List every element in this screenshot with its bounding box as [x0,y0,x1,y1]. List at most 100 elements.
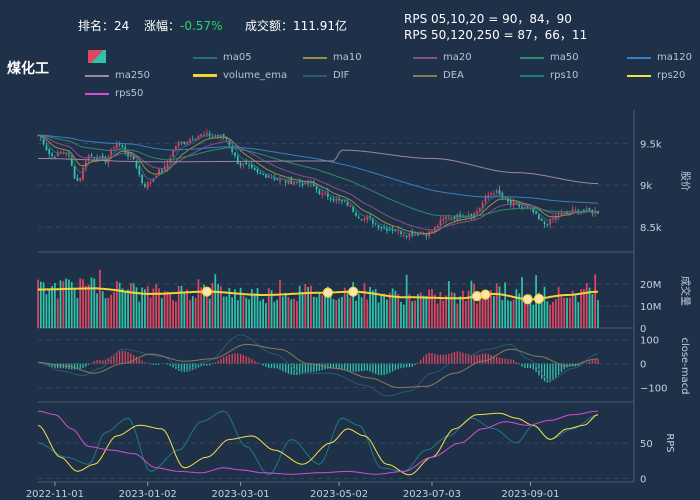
volume-bar [450,292,453,328]
candle-body [538,214,540,220]
candle-body [191,139,194,141]
volume-bar [568,297,571,328]
volume-bar [231,297,234,328]
swatch-icon [627,56,651,59]
candle-body [135,160,138,168]
candle-body [372,217,374,224]
candle-body [324,193,326,195]
volume-bar [281,296,284,328]
volume-panel [37,269,599,328]
candle-body [453,217,456,219]
legend-volume-ema[interactable]: volume_ema [193,70,287,81]
candle-body [189,139,191,143]
candle-body [442,218,445,221]
legend-ma20[interactable]: ma20 [413,52,472,63]
volume-bar [96,293,98,328]
x-tick-label: 2023-01-02 [119,489,177,500]
volume-marker [322,287,333,298]
volume-bar [419,292,422,328]
candle-body [315,185,318,190]
candle-body [498,189,501,195]
candle-body [236,156,239,165]
volume-bar [129,283,132,328]
candle-body [90,154,93,157]
volume-bar [76,298,79,328]
volume-tick-label: 0 [640,324,646,335]
candle-body [338,197,340,201]
legend-ma50[interactable]: ma50 [520,52,579,63]
volume-marker [471,291,483,302]
volume-bar [318,292,321,328]
volume-bar [287,297,290,328]
volume-bar [436,303,439,328]
turnover-info: 成交额：111.91亿 [245,17,347,34]
candle-body [318,190,321,195]
volume-bar [121,288,124,328]
candle-body [129,153,132,157]
candle-body [259,172,262,174]
volume-bar [439,292,442,328]
candle-body [242,163,245,165]
candle-body [532,207,535,213]
legend-dif[interactable]: DIF [303,70,349,81]
volume-bar [149,297,152,328]
candle-body [211,136,214,138]
volume-bar [447,281,450,328]
volume-bar [355,300,357,328]
volume-bar [101,291,104,328]
candle-body [349,205,352,207]
change-label: 涨幅： [144,19,181,33]
volume-bar [557,287,560,328]
volume-bar [383,293,385,328]
macd-tick-label: −100 [640,384,667,395]
dea-line [37,343,599,389]
volume-bar [225,296,228,328]
candle-body [82,167,84,180]
candle-body [248,164,250,166]
volume-bar [135,287,138,328]
volume-bar [228,287,231,328]
candle-legend-icon[interactable] [88,50,106,63]
legend-ma250[interactable]: ma250 [85,70,150,81]
volume-bar [580,289,582,328]
candle-body [386,227,388,231]
volume-bar [70,282,73,328]
volume-bar [394,290,397,328]
candle-body [425,234,428,237]
volume-bar [487,290,490,328]
candle-body [194,138,197,141]
candle-body [144,184,146,187]
candle-body [360,219,363,221]
volume-bar [405,274,408,328]
candle-body [79,178,82,181]
volume-tick-label: 20M [640,280,661,291]
volume-bar [431,289,433,328]
candle-body [267,176,270,178]
price-panel [37,129,599,241]
legend-rps20[interactable]: rps20 [627,70,685,81]
rps-tick-label: 0 [640,474,646,485]
legend-ma10[interactable]: ma10 [303,52,362,63]
volume-bar [546,301,549,328]
volume-bar [93,278,96,328]
volume-bar [113,291,115,328]
candle-body [149,182,152,184]
rps-axis-label: RPS [664,433,675,452]
volume-bar [467,290,470,328]
legend-ma120[interactable]: ma120 [627,52,692,63]
legend-ma05[interactable]: ma05 [193,52,252,63]
candle-body [495,190,498,194]
volume-bar [498,286,501,328]
sector-title: 煤化工 [7,61,49,77]
legend-rps10[interactable]: rps10 [520,70,578,81]
turnover-label: 成交额： [245,19,294,33]
volume-bar [594,274,597,328]
candle-body [186,142,189,146]
volume-bar [369,286,371,328]
legend-rps50[interactable]: rps50 [85,88,143,99]
legend-dea[interactable]: DEA [413,70,464,81]
volume-bar [115,280,118,328]
rank-label: 排名： [78,19,115,33]
volume-bar [191,296,194,328]
